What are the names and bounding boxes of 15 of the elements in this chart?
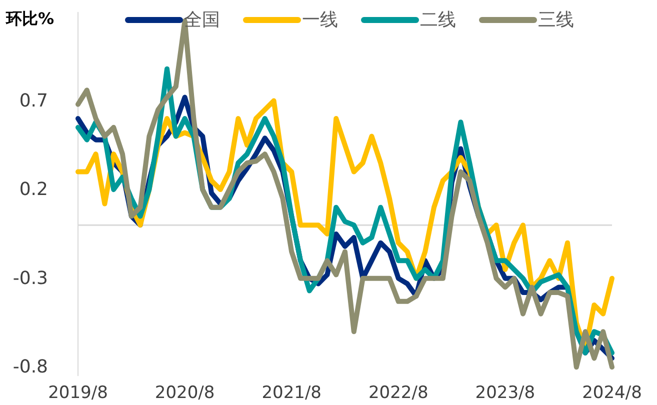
y-tick-label: 0.2 (19, 179, 48, 200)
y-tick-label: -0.3 (12, 268, 48, 289)
y-tick-label: 0.7 (19, 90, 48, 112)
x-tick-label: 2019/8 (48, 383, 108, 403)
legend-label: 全国 (184, 10, 220, 30)
legend-label: 二线 (420, 10, 456, 30)
x-tick-label: 2020/8 (154, 383, 215, 403)
x-tick-label: 2022/8 (368, 383, 428, 403)
x-tick-label: 2024/8 (582, 383, 642, 403)
legend-label: 一线 (302, 10, 338, 30)
y-axis-title: 环比% (5, 9, 54, 28)
x-tick-label: 2021/8 (262, 383, 322, 403)
x-tick-label: 2023/8 (475, 383, 536, 403)
legend-label: 三线 (538, 10, 574, 30)
y-tick-label: -0.8 (12, 356, 48, 378)
